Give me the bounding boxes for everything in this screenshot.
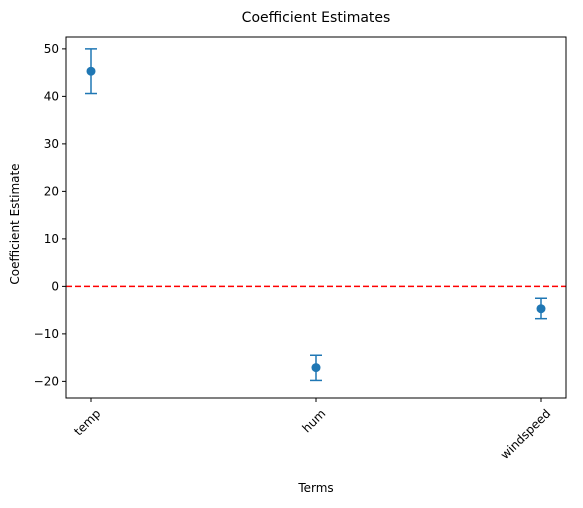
y-tick-label: 30 <box>44 137 59 151</box>
data-point-temp <box>86 66 96 76</box>
x-tick-label: temp <box>71 406 103 438</box>
x-axis: temp hum windspeed <box>71 398 553 462</box>
y-tick-label: −10 <box>34 327 59 341</box>
y-axis: −20 −10 0 10 20 30 40 50 <box>34 42 66 388</box>
y-tick-label: 40 <box>44 89 59 103</box>
y-tick-label: −20 <box>34 374 59 388</box>
y-tick-label: 20 <box>44 184 59 198</box>
y-tick-label: 0 <box>51 279 59 293</box>
y-tick-label: 50 <box>44 42 59 56</box>
data-point-hum <box>311 363 321 373</box>
x-tick-label: windspeed <box>498 406 554 462</box>
data-point-windspeed <box>536 304 546 314</box>
y-axis-title: Coefficient Estimate <box>8 163 22 284</box>
x-axis-title: Terms <box>297 481 333 495</box>
y-tick-label: 10 <box>44 232 59 246</box>
plot-frame <box>65 36 567 399</box>
x-tick-label: hum <box>299 406 328 435</box>
chart-title: Coefficient Estimates <box>242 10 391 26</box>
plot-area <box>65 36 567 399</box>
